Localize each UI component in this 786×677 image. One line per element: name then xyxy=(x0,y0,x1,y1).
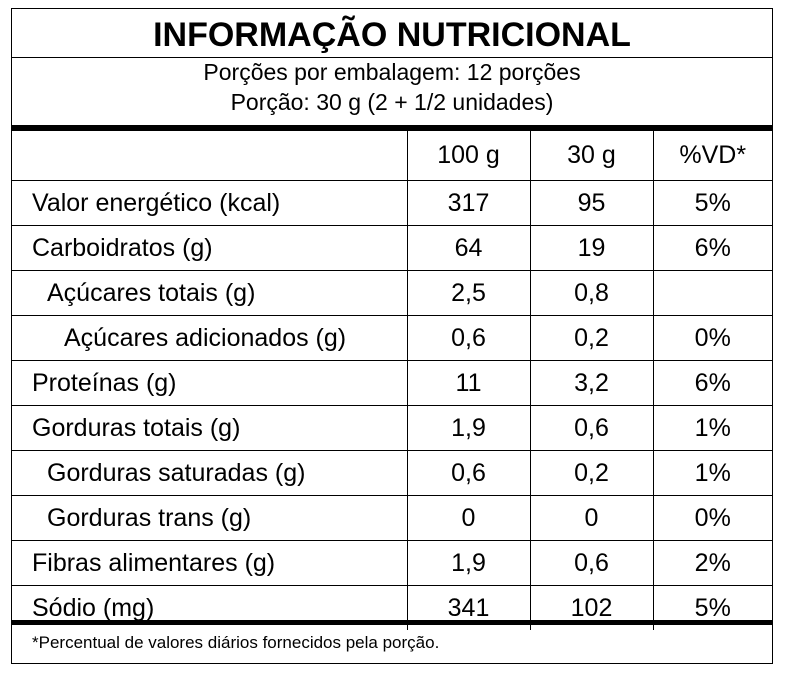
thick-divider-top xyxy=(12,125,772,131)
thick-divider-bottom xyxy=(12,620,772,625)
value-100g: 317 xyxy=(406,180,530,226)
value-dv: 6% xyxy=(652,225,772,271)
value-dv: 6% xyxy=(652,360,772,406)
value-dv: 2% xyxy=(652,540,772,586)
value-serving: 0,2 xyxy=(529,315,653,361)
value-serving: 0,6 xyxy=(529,405,653,451)
table-row: Proteínas (g) 11 3,2 6% xyxy=(12,360,772,406)
nutrient-name: Gorduras trans (g) xyxy=(12,495,407,541)
nutrient-name: Proteínas (g) xyxy=(12,360,407,406)
nutrient-name: Valor energético (kcal) xyxy=(12,180,407,226)
value-dv: 0% xyxy=(652,495,772,541)
label-title: INFORMAÇÃO NUTRICIONAL xyxy=(153,16,631,54)
footnote: *Percentual de valores diários fornecido… xyxy=(32,633,440,652)
header-row: 100 g 30 g %VD* xyxy=(12,131,772,181)
nutrition-table: 100 g 30 g %VD* Valor energético (kcal) … xyxy=(12,131,772,630)
value-dv: 1% xyxy=(652,405,772,451)
table-row: Gorduras totais (g) 1,9 0,6 1% xyxy=(12,405,772,451)
table-row: Carboidratos (g) 64 19 6% xyxy=(12,225,772,271)
value-100g: 1,9 xyxy=(406,405,530,451)
value-100g: 0,6 xyxy=(406,315,530,361)
value-serving: 0,8 xyxy=(529,270,653,316)
value-dv xyxy=(652,270,772,316)
column-header-100g: 100 g xyxy=(406,131,530,181)
value-serving: 0,2 xyxy=(529,450,653,496)
value-100g: 0 xyxy=(406,495,530,541)
column-header-serving: 30 g xyxy=(529,131,653,181)
value-dv: 1% xyxy=(652,450,772,496)
title-divider xyxy=(12,57,772,58)
value-dv: 5% xyxy=(652,180,772,226)
value-serving: 0,6 xyxy=(529,540,653,586)
table-row: Gorduras trans (g) 0 0 0% xyxy=(12,495,772,541)
nutrition-facts-panel: INFORMAÇÃO NUTRICIONAL Porções por embal… xyxy=(11,8,773,664)
nutrient-name: Gorduras totais (g) xyxy=(12,405,407,451)
nutrient-name: Açúcares totais (g) xyxy=(12,270,407,316)
value-serving: 95 xyxy=(529,180,653,226)
value-100g: 0,6 xyxy=(406,450,530,496)
servings-per-package: Porções por embalagem: 12 porções xyxy=(203,59,581,85)
value-100g: 11 xyxy=(406,360,530,406)
header-empty-cell xyxy=(12,131,407,181)
column-header-dv: %VD* xyxy=(652,131,772,181)
table-row: Açúcares adicionados (g) 0,6 0,2 0% xyxy=(12,315,772,361)
table-row: Açúcares totais (g) 2,5 0,8 xyxy=(12,270,772,316)
value-100g: 1,9 xyxy=(406,540,530,586)
value-100g: 64 xyxy=(406,225,530,271)
nutrient-name: Gorduras saturadas (g) xyxy=(12,450,407,496)
nutrient-name: Carboidratos (g) xyxy=(12,225,407,271)
table-row: Fibras alimentares (g) 1,9 0,6 2% xyxy=(12,540,772,586)
value-dv: 0% xyxy=(652,315,772,361)
value-serving: 19 xyxy=(529,225,653,271)
serving-size: Porção: 30 g (2 + 1/2 unidades) xyxy=(230,89,554,115)
value-100g: 2,5 xyxy=(406,270,530,316)
value-serving: 0 xyxy=(529,495,653,541)
table-row: Gorduras saturadas (g) 0,6 0,2 1% xyxy=(12,450,772,496)
table-row: Valor energético (kcal) 317 95 5% xyxy=(12,180,772,226)
nutrient-name: Fibras alimentares (g) xyxy=(12,540,407,586)
nutrient-name: Açúcares adicionados (g) xyxy=(12,315,407,361)
value-serving: 3,2 xyxy=(529,360,653,406)
